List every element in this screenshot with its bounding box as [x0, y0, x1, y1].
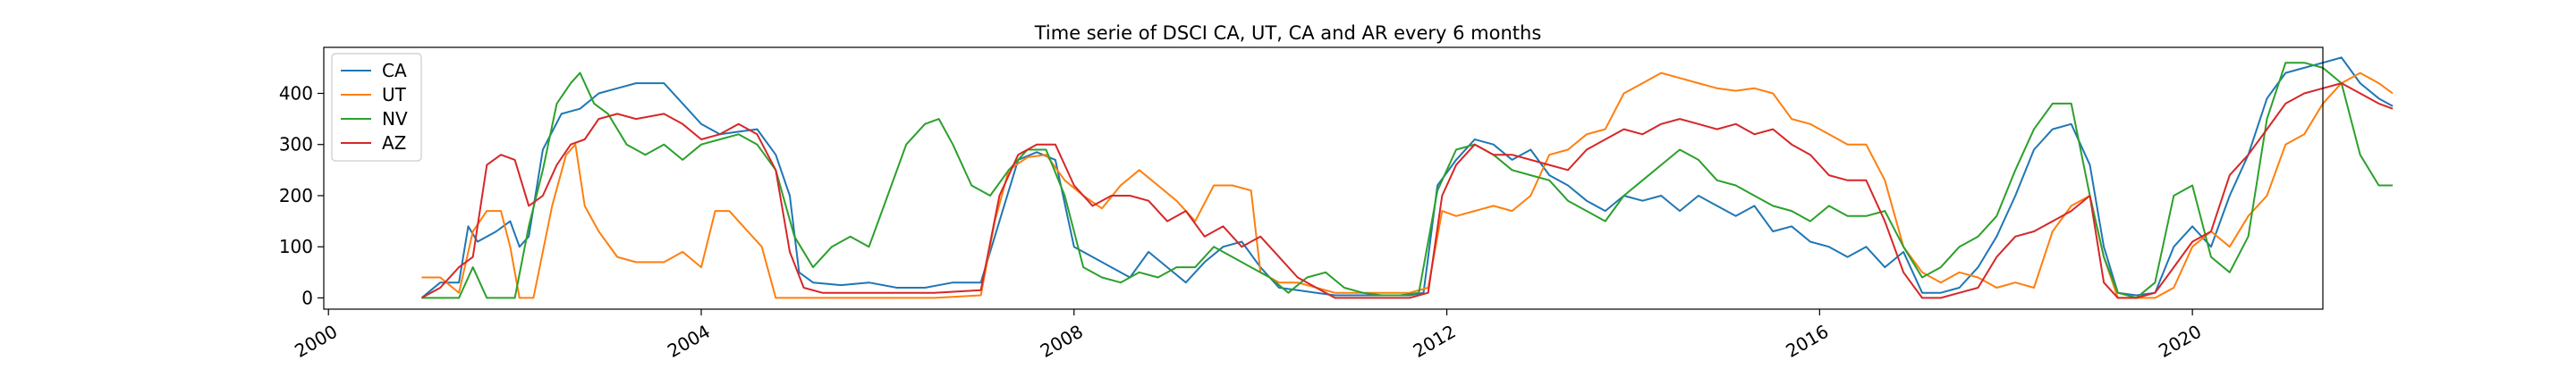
legend-label-ut: UT	[382, 84, 407, 105]
series-line-ut	[421, 71, 2394, 299]
series-layer	[420, 56, 2394, 299]
x-axis: 2000 2004 2008 2012 2016 2020	[291, 309, 2205, 362]
series-line-ca	[420, 56, 2394, 299]
y-tick-label: 100	[279, 236, 313, 257]
x-tick-label: 2008	[1037, 321, 1087, 362]
legend-label-az: AZ	[382, 132, 406, 154]
y-tick-label: 0	[301, 287, 313, 308]
x-tick-label: 2016	[1782, 321, 1832, 362]
x-tick-label: 2020	[2155, 321, 2205, 362]
series-line-nv	[421, 62, 2394, 299]
x-tick-label: 2000	[291, 321, 341, 362]
y-tick-label: 300	[279, 134, 313, 155]
x-tick-label: 2012	[1410, 321, 1460, 362]
y-tick-label: 200	[279, 185, 313, 206]
legend-box	[331, 53, 422, 162]
chart-title: Time serie of DSCI CA, UT, CA and AR eve…	[1034, 22, 1542, 44]
plot-frame	[323, 46, 2324, 310]
y-axis: 0 100 200 300 400	[279, 83, 324, 308]
legend-label-nv: NV	[382, 108, 408, 130]
legend-label-ca: CA	[382, 60, 407, 81]
x-tick-label: 2004	[664, 321, 714, 362]
series-line-az	[420, 82, 2394, 299]
y-tick-label: 400	[279, 83, 313, 105]
